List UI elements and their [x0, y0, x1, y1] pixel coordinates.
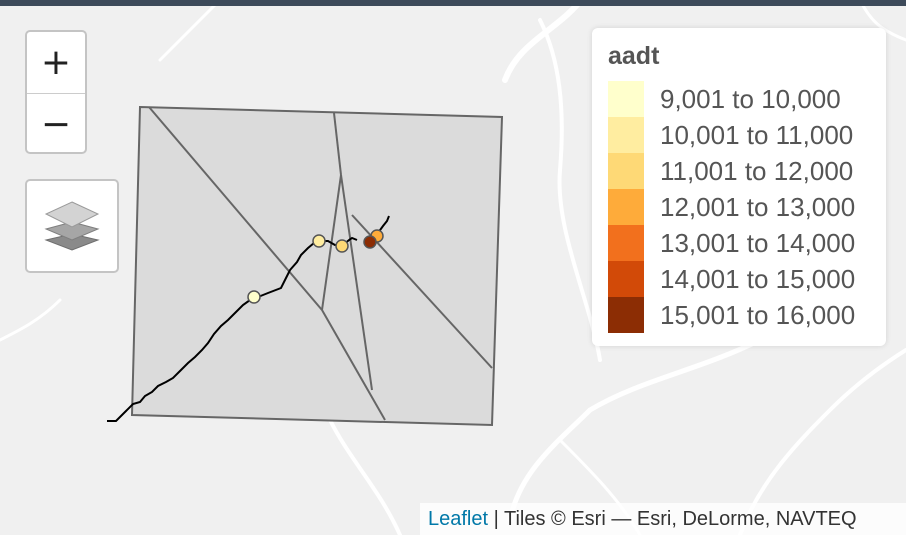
attribution: Leaflet | Tiles © Esri — Esri, DeLorme, … [420, 503, 906, 535]
legend-item: 14,001 to 15,000 [608, 261, 870, 297]
legend-swatch [608, 189, 644, 225]
zoom-control: + − [25, 30, 87, 154]
attribution-text: | Tiles © Esri — Esri, DeLorme, NAVTEQ [488, 508, 857, 530]
legend-swatch [608, 153, 644, 189]
layers-control-button[interactable] [25, 179, 119, 273]
legend-label: 13,001 to 14,000 [660, 227, 856, 258]
basemap-road [0, 298, 62, 342]
legend-title: aadt [608, 42, 660, 70]
polygon-edge [321, 309, 386, 421]
basemap-road [158, 0, 222, 62]
legend-item: 11,001 to 12,000 [608, 153, 870, 189]
layers-icon [44, 201, 100, 251]
aadt-points [247, 229, 384, 304]
region-boundary[interactable] [130, 105, 504, 427]
aadt-point[interactable] [247, 290, 261, 304]
legend-swatch [608, 225, 644, 261]
legend-swatch [608, 261, 644, 297]
legend-swatch [608, 81, 644, 117]
legend-label: 9,001 to 10,000 [660, 83, 841, 114]
legend-swatch [608, 297, 644, 333]
aadt-point[interactable] [363, 235, 377, 249]
aadt-point[interactable] [335, 239, 349, 253]
polygon-edge [340, 174, 373, 391]
basemap-road [328, 418, 402, 535]
legend-item: 15,001 to 16,000 [608, 297, 870, 333]
legend: aadt 9,001 to 10,000 10,001 to 11,000 11,0… [592, 28, 886, 346]
legend-swatch [608, 117, 644, 153]
basemap-road [738, 348, 906, 535]
legend-item: 10,001 to 11,000 [608, 117, 870, 153]
legend-label: 12,001 to 13,000 [660, 191, 856, 222]
legend-item: 13,001 to 14,000 [608, 225, 870, 261]
polygon-edge [333, 112, 342, 176]
legend-label: 11,001 to 12,000 [660, 155, 854, 186]
aadt-point[interactable] [312, 234, 326, 248]
window-top-bar [0, 0, 906, 6]
legend-items: 9,001 to 10,000 10,001 to 11,000 11,001 to… [608, 81, 870, 333]
legend-item: 12,001 to 13,000 [608, 189, 870, 225]
leaflet-link[interactable]: Leaflet [428, 508, 489, 530]
legend-label: 10,001 to 11,000 [660, 119, 854, 150]
basemap-road [507, 337, 763, 523]
polygons [130, 105, 504, 427]
polygon-edges [148, 106, 493, 421]
polygon-edge [148, 106, 323, 311]
basemap-road [502, 0, 585, 83]
basemap-road [538, 18, 602, 362]
legend-label: 14,001 to 15,000 [660, 263, 856, 294]
zoom-out-button[interactable]: − [40, 103, 72, 145]
zoom-in-button[interactable]: + [27, 32, 85, 94]
legend-item: 9,001 to 10,000 [608, 81, 870, 117]
legend-label: 15,001 to 16,000 [660, 299, 856, 330]
